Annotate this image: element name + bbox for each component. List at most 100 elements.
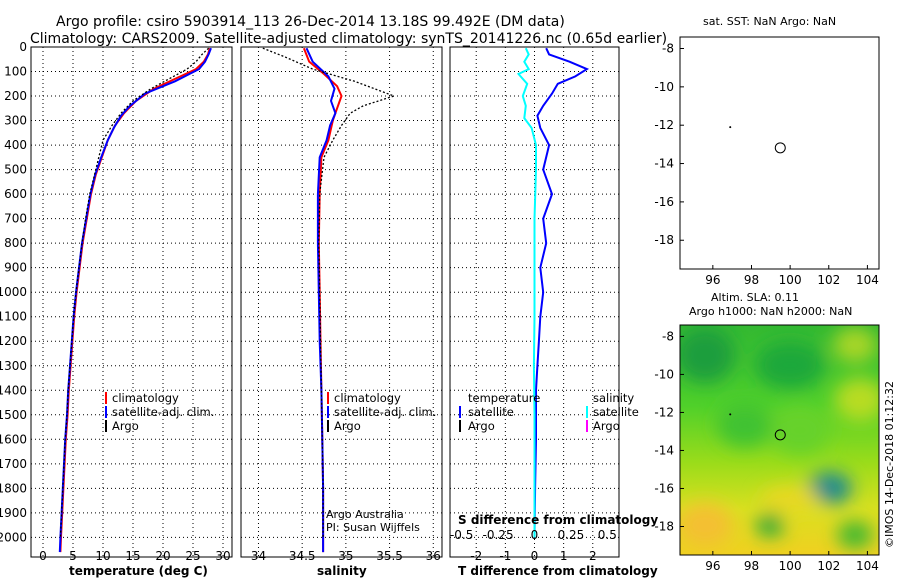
- difference-salinity-legend: salinity satellite Argo: [586, 391, 639, 433]
- x-tick-label: 34.5: [289, 549, 316, 563]
- series-line-argo: [59, 47, 210, 538]
- sst-map: 96 98 100 102 104 -8 -10 -12 -14 -16 -18: [654, 42, 878, 287]
- depth-tick-label: 1100: [0, 310, 27, 324]
- map-y-tick-label: -16: [654, 481, 674, 495]
- map-x-tick-label: 104: [856, 559, 879, 573]
- x-tick-label: 2: [589, 549, 597, 563]
- profile-location-marker: [774, 429, 786, 441]
- imos-credit: ©IMOS 14-Dec-2018 01:12:32: [883, 381, 896, 548]
- map-x-tick-label: 102: [817, 273, 840, 287]
- depth-tick-label: 700: [4, 212, 27, 226]
- x2-tick-label: 0.25: [558, 528, 585, 542]
- depth-tick-label: 500: [4, 163, 27, 177]
- x-tick-label: 34: [251, 549, 266, 563]
- x-tick-label: 5: [69, 549, 77, 563]
- map-x-tick-label: 100: [779, 273, 802, 287]
- legend-satellite-label: satellite-adj. clim.: [112, 405, 214, 419]
- map-y-tick-label: -18: [654, 519, 674, 533]
- legend-argo-label: Argo: [334, 419, 361, 433]
- x-tick-label: 0: [39, 549, 47, 563]
- x-tick-label: 35.5: [376, 549, 403, 563]
- pi-label: PI: Susan Wijffels: [326, 521, 420, 534]
- map-y-tick-label: -8: [662, 42, 674, 56]
- sla-blob: [837, 521, 873, 549]
- x-tick-label: 0: [531, 549, 539, 563]
- series-line-satellite-adj-clim-: [305, 47, 337, 553]
- salinity-plot: 34 34.5 35 35.5 36: [251, 47, 441, 563]
- temperature-plot: 0 5 10 15 20 25 30: [39, 47, 231, 563]
- temperature-axis-label: temperature (deg C): [69, 564, 208, 578]
- map-y-tick-label: -16: [654, 195, 674, 209]
- legend-climatology-label: climatology: [112, 391, 179, 405]
- x-tick-label: -1: [499, 549, 511, 563]
- depth-tick-label: 100: [4, 65, 27, 79]
- depth-tick-label: 1400: [0, 383, 27, 397]
- temperature-legend: climatology satellite-adj. clim. Argo: [105, 391, 214, 433]
- sst-map-title: sat. SST: NaN Argo: NaN: [703, 15, 836, 28]
- island-marker: [729, 413, 732, 416]
- depth-axis: 0 100 200 300 400 500 600 700 800 900 1000 1100 1200…: [0, 40, 27, 544]
- series-line-satellite-adj-clim-: [58, 47, 212, 553]
- map-x-tick-label: 96: [705, 273, 720, 287]
- depth-tick-label: 800: [4, 236, 27, 250]
- legend-satellite-label: satellite-adj. clim.: [334, 405, 436, 419]
- depth-tick-label: 300: [4, 114, 27, 128]
- series-line-climatology: [59, 47, 211, 553]
- legend-climatology-label: climatology: [334, 391, 401, 405]
- sla-blob: [680, 327, 735, 383]
- salinity-axis-label: salinity: [317, 564, 367, 578]
- depth-tick-label: 1500: [0, 408, 27, 422]
- t-difference-axis-label: T difference from climatology: [458, 564, 658, 578]
- sla-blob: [755, 341, 825, 389]
- grid-lines: [31, 46, 619, 557]
- map-x-tick-label: 98: [744, 559, 759, 573]
- map-y-tick-label: -8: [662, 329, 674, 343]
- s-legend-satellite-label: satellite: [593, 405, 639, 419]
- map-y-tick-label: -10: [654, 80, 674, 94]
- sla-map: 96 98 100 102 104 -8 -10 -12 -14 -16 -18: [654, 329, 878, 573]
- depth-tick-label: 900: [4, 261, 27, 275]
- map-x-tick-label: 100: [779, 559, 802, 573]
- x-tick-label: 36: [426, 549, 441, 563]
- difference-plot: -2 -1 0 1 2 -0.5 -0.25 0 0.25 0.5: [450, 47, 617, 563]
- difference-temperature-legend: temperature satellite Argo: [459, 391, 540, 433]
- x-tick-label: 15: [125, 549, 140, 563]
- map-x-tick-label: 96: [705, 559, 720, 573]
- legend-argo-label: Argo: [112, 419, 139, 433]
- t-legend-argo-label: Argo: [468, 419, 495, 433]
- x-tick-label: 25: [185, 549, 200, 563]
- sla-blob: [770, 405, 830, 455]
- depth-tick-label: 0: [19, 40, 27, 54]
- title-line-2: Climatology: CARS2009. Satellite-adjuste…: [30, 31, 667, 47]
- depth-tick-label: 1200: [0, 334, 27, 348]
- island-marker: [729, 126, 732, 129]
- x-tick-label: -2: [470, 549, 482, 563]
- t-legend-satellite-label: satellite: [468, 405, 514, 419]
- sla-blob: [834, 378, 879, 422]
- s-difference-axis-label: S difference from climatology: [458, 513, 658, 527]
- title-line-1: Argo profile: csiro 5903914_113 26-Dec-2…: [56, 14, 565, 30]
- depth-tick-label: 2000: [0, 530, 27, 544]
- series-line-argo: [262, 47, 396, 538]
- salinity-legend: climatology satellite-adj. clim. Argo: [327, 391, 436, 433]
- depth-tick-label: 1300: [0, 359, 27, 373]
- sla-map-subtitle: Argo h1000: NaN h2000: NaN: [689, 305, 852, 318]
- depth-tick-label: 1000: [0, 285, 27, 299]
- s-legend-title: salinity: [593, 391, 634, 405]
- x2-tick-label: 0: [531, 528, 539, 542]
- temperature-panel-frame: [30, 46, 233, 558]
- x-tick-label: 10: [95, 549, 110, 563]
- depth-tick-label: 1700: [0, 457, 27, 471]
- sla-blob: [717, 403, 773, 447]
- map-y-tick-label: -12: [654, 118, 674, 132]
- depth-tick-label: 1800: [0, 481, 27, 495]
- series-line-s-satellite: [516, 47, 537, 538]
- sla-heatmap: [679, 324, 880, 556]
- salinity-panel-frame: [240, 46, 443, 558]
- x-tick-label: 20: [155, 549, 170, 563]
- argo-australia-label: Argo Australia: [326, 508, 404, 521]
- sst-map-frame: [679, 36, 880, 270]
- x-tick-label: 35: [338, 549, 353, 563]
- depth-tick-label: 200: [4, 89, 27, 103]
